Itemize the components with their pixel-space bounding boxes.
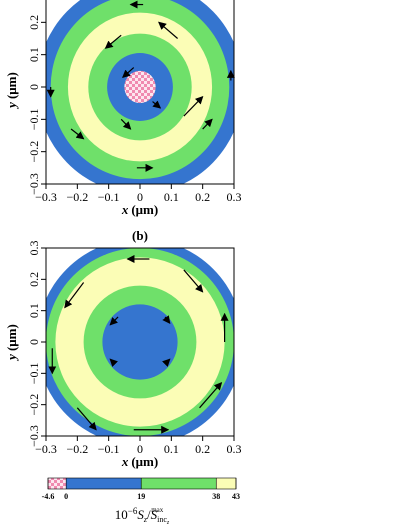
colorbar-tick-label-1: 0: [64, 492, 68, 501]
panel-b-x-tick-label-6: 0.3: [227, 442, 242, 456]
panel-a-x-ticks: −0.3 −0.2 −0.1 0 0.1 0.2 0.3: [35, 184, 242, 204]
panel-a-arrow-11: [152, 100, 162, 109]
panel-b-y-ticks: −0.3 −0.2 −0.1 0 0.1 0.2 0.3: [27, 241, 46, 447]
panel-a-x-tick-label-5: 0.2: [195, 190, 210, 204]
panel-b-y-tick-label-0: −0.3: [27, 425, 41, 447]
panel-a-rings: [46, 0, 234, 184]
panel-a-ring-5: [124, 70, 156, 104]
panel-a-y-tick-label-2: −0.1: [27, 108, 41, 130]
panel-a-x-tick-label-0: −0.3: [35, 190, 57, 204]
panel-a-x-axis-label: x (μm): [121, 202, 158, 217]
panel-b-x-axis-label: x (μm): [121, 454, 158, 469]
panel-b-x-tick-label-4: 0.1: [164, 442, 179, 456]
colorbar-segment-2: [141, 478, 217, 489]
panel-a-arrow-8: [202, 118, 213, 130]
panel-b-x-tick-label-5: 0.2: [195, 442, 210, 456]
panel-a-y-ticks: −0.3−0.2−0.100.10.20.3: [27, 15, 46, 195]
panel-a-arrows: [46, 0, 235, 172]
panel-b-arrow-9: [162, 315, 171, 325]
panel-b-x-tick-label-2: −0.1: [98, 442, 120, 456]
colorbar-segment-3: [216, 478, 236, 489]
panel-b-y-axis-label: y(μm): [4, 324, 19, 362]
panel-b-arrow-1: [183, 269, 204, 293]
panel-a-y-tick-label-1: −0.2: [27, 141, 41, 163]
panel-a: −0.3 −0.2 −0.1 0 0.1 0.2 0.3 −0.3 −0.2 −0.1 0 0.1 0…: [4, 0, 242, 217]
panel-a-y-tick-label-4: 0.1: [27, 47, 41, 62]
panel-b-x-tick-label-1: −0.2: [66, 442, 88, 456]
panel-b-arrow-5: [199, 381, 223, 409]
panel-b-arrows: [48, 254, 229, 434]
panel-a-x-tick-label-3: 0: [137, 190, 143, 204]
panel-a-y-tick-label-3: 0: [27, 84, 41, 90]
panel-b-y-tick-label-5: 0.2: [27, 272, 41, 287]
colorbar-tick-label-2: 19: [137, 492, 145, 501]
panel-a-x-tick-label-1: −0.2: [66, 190, 88, 204]
panel-a-arrow-7: [70, 128, 85, 140]
colorbar-segments: [48, 478, 236, 489]
panel-b: (b) −0.3 −0.2 −0.1 0 0.1 0.2 0.3 −0.3 −0.2 −0.1 0…: [4, 228, 242, 469]
panel-b-arrow-8: [109, 316, 119, 326]
panel-a-y-tick-label-5: 0.2: [27, 15, 41, 30]
panel-b-rings: [46, 248, 234, 436]
panel-b-x-tick-label-3: 0: [137, 442, 143, 456]
panel-a-x-tick-label-4: 0.1: [164, 190, 179, 204]
colorbar-tick-label-4: 43: [232, 492, 240, 501]
panel-b-arrow-6: [76, 407, 97, 431]
panel-b-y-tick-label-3: 0: [27, 339, 41, 345]
panel-a-arrow-10: [122, 67, 135, 78]
panel-a-x-tick-label-6: 0.3: [227, 190, 242, 204]
colorbar-segment-1: [66, 478, 142, 489]
colorbar-label: 10−6Sz/Sinczmax: [115, 506, 170, 526]
panel-b-y-tick-label-2: −0.1: [27, 362, 41, 384]
panel-b-ring-4: [102, 304, 178, 380]
panel-a-x-tick-label-2: −0.1: [98, 190, 120, 204]
colorbar: -4.6 0 19 38 43 10−6Sz/Sinczmax: [42, 477, 240, 526]
panel-b-y-tick-label-4: 0.1: [27, 303, 41, 318]
colorbar-segment-0: [48, 478, 67, 489]
panel-b-arrow-11: [161, 358, 171, 368]
panel-b-x-ticks: −0.3 −0.2 −0.1 0 0.1 0.2 0.3: [35, 436, 242, 456]
panel-a-y-axis-label: y(μm): [4, 72, 19, 110]
colorbar-ticks: -4.6 0 19 38 43: [42, 478, 240, 501]
panel-a-arrow-6: [120, 118, 132, 130]
panel-b-y-tick-label-1: −0.2: [27, 394, 41, 416]
colorbar-tick-label-3: 38: [212, 492, 220, 501]
panel-b-label: (b): [132, 228, 148, 243]
panel-a-arrow-5: [183, 95, 204, 117]
panel-b-arrow-10: [109, 358, 119, 368]
colorbar-tick-label-0: -4.6: [42, 492, 55, 501]
panel-a-arrow-2: [104, 34, 122, 49]
panel-a-arrow-1: [158, 21, 178, 39]
panel-b-x-tick-label-0: −0.3: [35, 442, 57, 456]
panel-a-y-tick-label-0: −0.3: [27, 173, 41, 195]
panel-b-arrow-2: [64, 282, 85, 309]
panel-b-y-tick-label-6: 0.3: [27, 241, 41, 256]
